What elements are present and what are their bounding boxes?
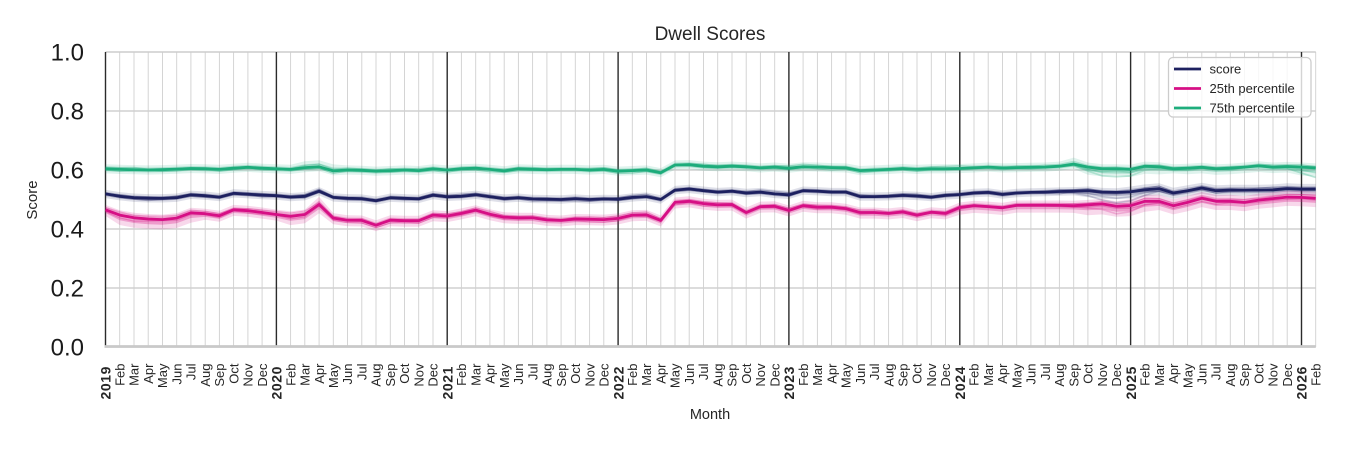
svg-text:Feb: Feb (967, 364, 982, 386)
svg-text:0.4: 0.4 (51, 217, 84, 244)
svg-text:Nov: Nov (241, 363, 256, 387)
svg-text:Mar: Mar (639, 363, 654, 386)
svg-text:May: May (155, 363, 170, 388)
svg-text:Aug: Aug (1223, 364, 1238, 387)
svg-text:Aug: Aug (881, 364, 896, 387)
svg-text:Aug: Aug (1052, 364, 1067, 387)
svg-text:Nov: Nov (924, 363, 939, 387)
svg-text:Oct: Oct (739, 363, 754, 384)
svg-text:Jun: Jun (511, 364, 526, 385)
svg-text:2021: 2021 (439, 366, 455, 400)
svg-text:75th percentile: 75th percentile (1210, 100, 1295, 115)
svg-text:Jul: Jul (867, 363, 882, 380)
svg-text:Feb: Feb (625, 364, 640, 386)
svg-text:Oct: Oct (910, 363, 925, 384)
svg-text:May: May (497, 363, 512, 388)
svg-text:Apr: Apr (312, 363, 327, 384)
svg-text:Sep: Sep (896, 364, 911, 387)
svg-text:Feb: Feb (283, 364, 298, 386)
svg-text:Feb: Feb (1308, 364, 1323, 386)
svg-text:Aug: Aug (540, 364, 555, 387)
svg-text:2024: 2024 (952, 366, 968, 400)
svg-text:May: May (1180, 363, 1195, 388)
svg-text:Sep: Sep (383, 364, 398, 387)
svg-text:Mar: Mar (810, 363, 825, 386)
svg-text:Apr: Apr (1166, 363, 1181, 384)
svg-text:Dec: Dec (1280, 363, 1295, 387)
svg-text:Oct: Oct (226, 363, 241, 384)
svg-text:2019: 2019 (98, 366, 114, 400)
svg-text:Jul: Jul (1038, 363, 1053, 380)
svg-text:2025: 2025 (1123, 366, 1139, 400)
svg-text:Nov: Nov (753, 363, 768, 387)
svg-text:Jun: Jun (1195, 364, 1210, 385)
svg-text:Sep: Sep (212, 364, 227, 387)
svg-text:Sep: Sep (1237, 364, 1252, 387)
svg-text:Dec: Dec (255, 363, 270, 387)
svg-text:Dwell Scores: Dwell Scores (655, 24, 766, 45)
svg-text:Dec: Dec (938, 363, 953, 387)
svg-text:Apr: Apr (824, 363, 839, 384)
svg-text:Dec: Dec (1109, 363, 1124, 387)
svg-text:Aug: Aug (710, 364, 725, 387)
svg-text:Mar: Mar (1152, 363, 1167, 386)
svg-text:Oct: Oct (568, 363, 583, 384)
svg-text:2023: 2023 (781, 366, 797, 400)
svg-text:Feb: Feb (112, 364, 127, 386)
svg-text:Sep: Sep (725, 364, 740, 387)
svg-text:Jul: Jul (355, 363, 370, 380)
svg-text:Nov: Nov (411, 363, 426, 387)
svg-text:2022: 2022 (610, 366, 626, 400)
svg-text:Oct: Oct (1251, 363, 1266, 384)
svg-text:Month: Month (690, 407, 730, 423)
svg-text:Mar: Mar (127, 363, 142, 386)
svg-text:0.6: 0.6 (51, 158, 84, 185)
svg-text:0.8: 0.8 (51, 99, 84, 126)
svg-text:Jun: Jun (1024, 364, 1039, 385)
svg-text:Apr: Apr (483, 363, 498, 384)
svg-text:Jun: Jun (169, 364, 184, 385)
svg-text:25th percentile: 25th percentile (1210, 81, 1295, 96)
svg-text:Oct: Oct (397, 363, 412, 384)
svg-text:May: May (326, 363, 341, 388)
svg-text:Oct: Oct (1081, 363, 1096, 384)
svg-text:Dec: Dec (426, 363, 441, 387)
svg-text:May: May (668, 363, 683, 388)
svg-text:Jul: Jul (1209, 363, 1224, 380)
svg-text:Jul: Jul (184, 363, 199, 380)
svg-text:0.0: 0.0 (51, 335, 84, 362)
svg-text:Score: Score (24, 180, 41, 219)
svg-text:Mar: Mar (298, 363, 313, 386)
svg-text:Aug: Aug (198, 364, 213, 387)
svg-text:Sep: Sep (1066, 364, 1081, 387)
svg-text:Apr: Apr (654, 363, 669, 384)
svg-text:May: May (1009, 363, 1024, 388)
svg-text:Jun: Jun (340, 364, 355, 385)
svg-text:Apr: Apr (995, 363, 1010, 384)
svg-text:Mar: Mar (981, 363, 996, 386)
svg-text:Feb: Feb (796, 364, 811, 386)
svg-text:Dec: Dec (597, 363, 612, 387)
svg-text:Jun: Jun (682, 364, 697, 385)
svg-text:Feb: Feb (1138, 364, 1153, 386)
svg-text:Jul: Jul (696, 363, 711, 380)
svg-text:Jun: Jun (853, 364, 868, 385)
svg-text:Mar: Mar (468, 363, 483, 386)
svg-text:Dec: Dec (767, 363, 782, 387)
svg-text:Sep: Sep (554, 364, 569, 387)
svg-text:Feb: Feb (454, 364, 469, 386)
svg-text:score: score (1210, 61, 1242, 76)
svg-text:0.2: 0.2 (51, 276, 84, 303)
svg-text:Nov: Nov (1266, 363, 1281, 387)
svg-text:Nov: Nov (582, 363, 597, 387)
svg-text:Apr: Apr (141, 363, 156, 384)
svg-text:Jul: Jul (525, 363, 540, 380)
svg-text:Nov: Nov (1095, 363, 1110, 387)
svg-text:Aug: Aug (369, 364, 384, 387)
svg-text:2026: 2026 (1294, 366, 1310, 400)
svg-text:1.0: 1.0 (51, 40, 84, 67)
svg-text:May: May (839, 363, 854, 388)
svg-text:2020: 2020 (269, 366, 285, 400)
